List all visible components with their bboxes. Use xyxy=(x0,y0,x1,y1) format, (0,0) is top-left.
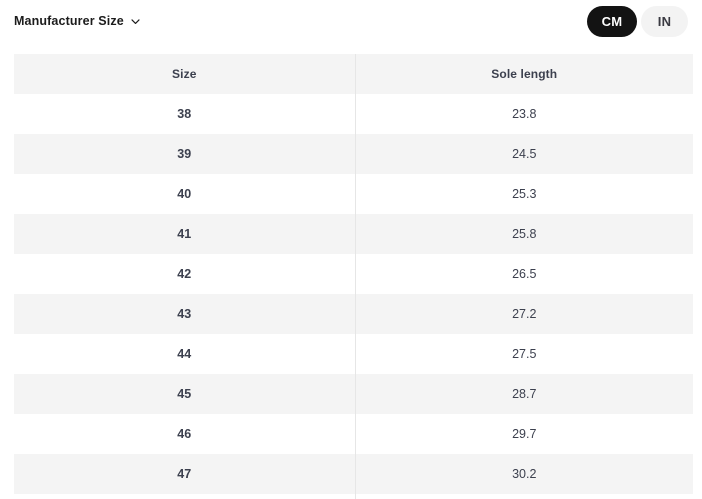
size-table-container: Size Sole length 38 23.8 39 24.5 40 25.3 41 25.… xyxy=(14,54,693,499)
table-row: 45 28.7 xyxy=(14,374,693,414)
cell-size: 45 xyxy=(14,374,355,414)
cell-sole-length: 28.7 xyxy=(354,374,693,414)
cell-size: 42 xyxy=(14,254,355,294)
manufacturer-size-selector[interactable]: Manufacturer Size xyxy=(14,15,141,28)
cell-sole-length: 23.8 xyxy=(354,94,693,134)
cell-sole-length: 29.7 xyxy=(354,414,693,454)
size-table-head: Size Sole length xyxy=(14,54,693,94)
size-table: Size Sole length 38 23.8 39 24.5 40 25.3 41 25.… xyxy=(14,54,693,499)
table-row: 46 29.7 xyxy=(14,414,693,454)
cell-sole-length: 27.5 xyxy=(354,334,693,374)
cell-size: 47 xyxy=(14,454,355,494)
cell-sole-length: 26.5 xyxy=(354,254,693,294)
table-row: 44 27.5 xyxy=(14,334,693,374)
cell-sole-length xyxy=(354,494,693,499)
table-row: 42 26.5 xyxy=(14,254,693,294)
cell-sole-length: 30.2 xyxy=(354,454,693,494)
cell-size: 38 xyxy=(14,94,355,134)
cell-size: 40 xyxy=(14,174,355,214)
table-header-row: Size Sole length xyxy=(14,54,693,94)
unit-toggle-in[interactable]: IN xyxy=(641,5,688,37)
table-row: 40 25.3 xyxy=(14,174,693,214)
cell-size xyxy=(14,494,355,499)
table-row: 39 24.5 xyxy=(14,134,693,174)
cell-size: 43 xyxy=(14,294,355,334)
cell-sole-length: 24.5 xyxy=(354,134,693,174)
table-row: 41 25.8 xyxy=(14,214,693,254)
manufacturer-size-label: Manufacturer Size xyxy=(14,13,124,28)
table-row: 43 27.2 xyxy=(14,294,693,334)
chevron-down-icon xyxy=(130,16,141,27)
size-chart-toolbar: Manufacturer Size CM IN xyxy=(0,0,702,42)
cell-sole-length: 27.2 xyxy=(354,294,693,334)
unit-toggle-cm[interactable]: CM xyxy=(587,5,637,37)
table-row: 47 30.2 xyxy=(14,454,693,494)
column-header-sole-length: Sole length xyxy=(354,54,693,94)
cell-size: 44 xyxy=(14,334,355,374)
cell-sole-length: 25.8 xyxy=(354,214,693,254)
column-header-size: Size xyxy=(14,54,355,94)
unit-toggle-group: CM IN xyxy=(587,5,688,37)
size-table-body: 38 23.8 39 24.5 40 25.3 41 25.8 42 26.5 43 27.2 44 27… xyxy=(14,94,693,499)
cell-sole-length: 25.3 xyxy=(354,174,693,214)
table-row xyxy=(14,494,693,499)
cell-size: 39 xyxy=(14,134,355,174)
cell-size: 46 xyxy=(14,414,355,454)
cell-size: 41 xyxy=(14,214,355,254)
table-row: 38 23.8 xyxy=(14,94,693,134)
